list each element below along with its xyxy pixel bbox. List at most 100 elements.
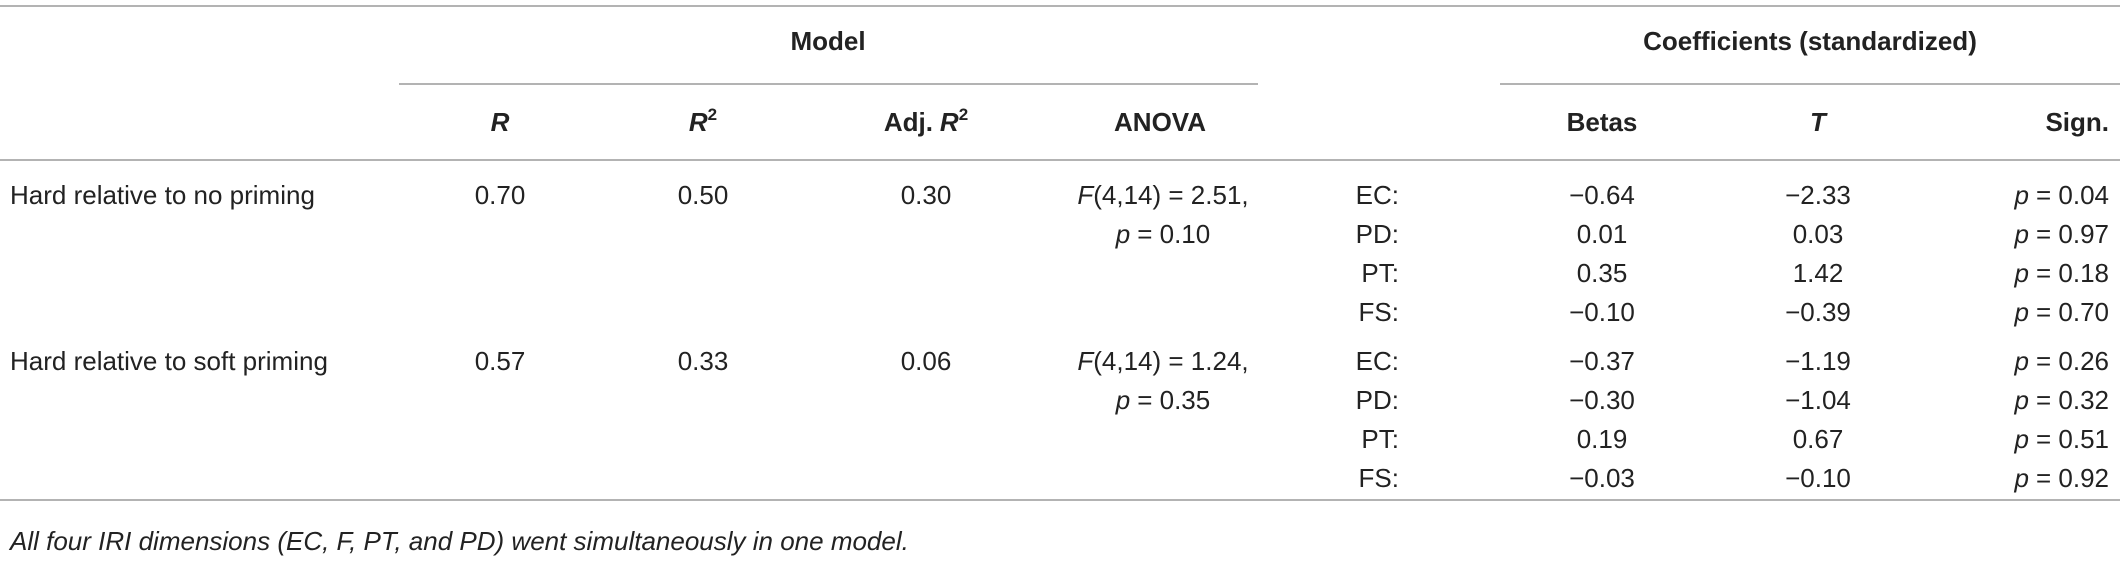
anova-cell: F(4,14) = 1.24, — [1077, 346, 1248, 376]
cell: −0.10 — [1569, 297, 1635, 327]
cell: p = 0.97 — [2014, 219, 2109, 249]
cell-part: = 0.18 — [2036, 258, 2109, 288]
cell: −0.30 — [1569, 385, 1635, 415]
predictor-part: PT: — [1361, 424, 1399, 454]
row-label-part: Hard relative to soft priming — [10, 346, 328, 376]
cell-part: −0.10 — [1569, 297, 1635, 327]
predictor: PT: — [1361, 258, 1399, 288]
cell: −0.64 — [1569, 180, 1635, 210]
cell-part: −1.19 — [1785, 346, 1851, 376]
cell: 0.50 — [678, 180, 729, 210]
group-header: Coefficients (standardized) — [1643, 26, 1977, 56]
cell-part: p — [2014, 258, 2029, 288]
footnote: All four IRI dimensions (EC, F, PT, and … — [8, 526, 909, 556]
predictor: PD: — [1356, 385, 1399, 415]
cell: p = 0.32 — [2014, 385, 2109, 415]
group-header-part: Coefficients (standardized) — [1643, 26, 1977, 56]
col-header: Betas — [1567, 107, 1638, 137]
cell-part: −0.64 — [1569, 180, 1635, 210]
cell: 0.30 — [901, 180, 952, 210]
cell-part: 0.67 — [1793, 424, 1844, 454]
cell-part: 1.42 — [1793, 258, 1844, 288]
cell: −1.19 — [1785, 346, 1851, 376]
cell: p = 0.51 — [2014, 424, 2109, 454]
col-header-part: Betas — [1567, 107, 1638, 137]
cell-part: −0.03 — [1569, 463, 1635, 493]
cell-part: = 0.32 — [2036, 385, 2109, 415]
col-header: ANOVA — [1114, 107, 1206, 137]
cell: 0.57 — [475, 346, 526, 376]
anova-cell: p = 0.10 — [1115, 219, 1210, 249]
predictor-part: EC: — [1356, 180, 1399, 210]
cell-part: −0.37 — [1569, 346, 1635, 376]
cell-part: p — [2014, 180, 2029, 210]
cell: −0.03 — [1569, 463, 1635, 493]
col-header-part: R — [689, 107, 708, 137]
cell-part: 0.35 — [1577, 258, 1628, 288]
col-header-part: 2 — [959, 105, 968, 124]
anova-cell: F(4,14) = 2.51, — [1077, 180, 1248, 210]
row-label-part: Hard relative to no priming — [10, 180, 315, 210]
predictor: PT: — [1361, 424, 1399, 454]
cell-part: 0.33 — [678, 346, 729, 376]
predictor-part: PD: — [1356, 385, 1399, 415]
cell: p = 0.04 — [2014, 180, 2109, 210]
cell: 0.19 — [1577, 424, 1628, 454]
cell-part: p — [2014, 424, 2029, 454]
anova-cell: p = 0.35 — [1115, 385, 1210, 415]
cell-part: 0.70 — [475, 180, 526, 210]
anova-cell-part: F — [1077, 346, 1095, 376]
cell: −2.33 — [1785, 180, 1851, 210]
col-header: Sign. — [2045, 107, 2109, 137]
group-header: Model — [790, 26, 865, 56]
anova-cell-part: p — [1115, 385, 1130, 415]
col-header: R2 — [689, 105, 717, 137]
cell-part: −1.04 — [1785, 385, 1851, 415]
anova-cell-part: p — [1115, 219, 1130, 249]
anova-cell-part: F — [1077, 180, 1095, 210]
cell-part: −0.10 — [1785, 463, 1851, 493]
cell-part: = 0.04 — [2036, 180, 2109, 210]
predictor-part: PT: — [1361, 258, 1399, 288]
cell-part: 0.03 — [1793, 219, 1844, 249]
predictor: PD: — [1356, 219, 1399, 249]
group-header-part: Model — [790, 26, 865, 56]
predictor: EC: — [1356, 346, 1399, 376]
cell-part: p — [2014, 219, 2029, 249]
cell-part: p — [2014, 385, 2029, 415]
cell: p = 0.26 — [2014, 346, 2109, 376]
cell: 0.01 — [1577, 219, 1628, 249]
anova-cell-part: = 0.35 — [1137, 385, 1210, 415]
cell: 0.35 — [1577, 258, 1628, 288]
predictor-part: EC: — [1356, 346, 1399, 376]
cell-part: −0.39 — [1785, 297, 1851, 327]
predictor-part: FS: — [1359, 297, 1399, 327]
anova-cell-part: (4,14) = 2.51, — [1093, 180, 1248, 210]
cell: p = 0.18 — [2014, 258, 2109, 288]
cell: −0.10 — [1785, 463, 1851, 493]
cell-part: = 0.70 — [2036, 297, 2109, 327]
col-header-part: R — [940, 107, 959, 137]
cell: −1.04 — [1785, 385, 1851, 415]
cell-part: = 0.92 — [2036, 463, 2109, 493]
cell: 0.70 — [475, 180, 526, 210]
cell: 0.33 — [678, 346, 729, 376]
cell: 0.06 — [901, 346, 952, 376]
footnote-part: All four IRI dimensions (EC, F, PT, and … — [8, 526, 909, 556]
predictor: FS: — [1359, 297, 1399, 327]
cell-part: −0.30 — [1569, 385, 1635, 415]
col-header-part: 2 — [708, 105, 717, 124]
cell: p = 0.70 — [2014, 297, 2109, 327]
cell: p = 0.92 — [2014, 463, 2109, 493]
cell: −0.39 — [1785, 297, 1851, 327]
cell-part: 0.19 — [1577, 424, 1628, 454]
col-header: T — [1810, 107, 1828, 137]
row-label: Hard relative to no priming — [10, 180, 315, 210]
cell-part: p — [2014, 463, 2029, 493]
cell: 0.03 — [1793, 219, 1844, 249]
col-header: Adj. R2 — [884, 105, 968, 137]
col-header-part: T — [1810, 107, 1828, 137]
cell-part: p — [2014, 297, 2029, 327]
cell-part: = 0.51 — [2036, 424, 2109, 454]
col-header-part: R — [491, 107, 510, 137]
